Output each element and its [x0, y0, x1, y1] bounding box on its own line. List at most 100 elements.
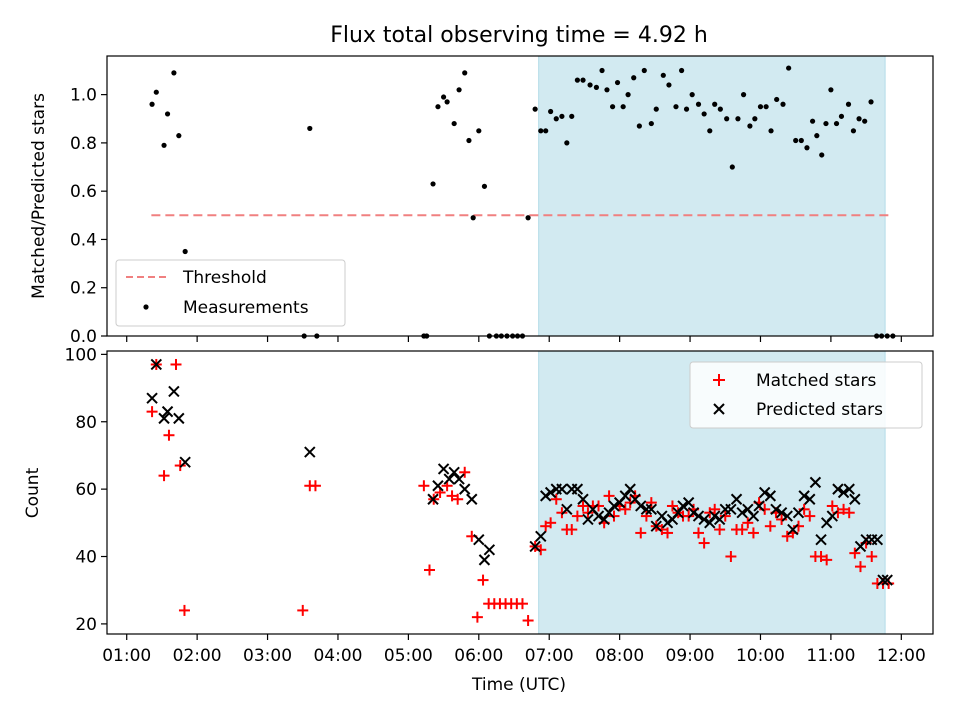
measurement-point: [476, 128, 482, 134]
predicted-stars-point: [571, 483, 584, 495]
matched-stars-point: [446, 490, 458, 502]
predicted-stars-point: [815, 533, 827, 546]
count-panel-frame: [106, 350, 934, 635]
ratio-y-tick-label: 0.2: [70, 279, 97, 299]
measurement-point: [757, 104, 764, 110]
predicted-stars-point: [871, 533, 884, 546]
predicted-stars-point: [753, 500, 765, 512]
count-y-axis-label: Count: [23, 467, 43, 518]
measurement-point: [833, 120, 840, 127]
ratio-y-tick-label: 0.4: [70, 230, 97, 250]
measurement-point: [543, 128, 549, 134]
measurement-point: [740, 92, 747, 98]
predicted-stars-point: [764, 490, 777, 502]
matched-stars-point: [662, 527, 674, 539]
measurement-point: [679, 67, 685, 74]
ratio-legend: Threshold Measurements: [115, 259, 346, 327]
x-tick-label: 10:00: [736, 646, 785, 666]
measurement-point: [440, 94, 447, 100]
count-y-tick-label: 80: [75, 413, 97, 433]
predicted-stars-point: [459, 483, 471, 495]
matched-stars-point: [424, 564, 436, 576]
ratio-panel-frame: [106, 55, 934, 337]
matched-stars-point: [556, 507, 568, 519]
predicted-stars-point: [713, 513, 726, 526]
predicted-stars-point: [158, 412, 170, 425]
predicted-stars-point: [150, 358, 162, 371]
ratio-y-tick-label: 0.8: [70, 134, 97, 154]
measurement-point: [819, 152, 825, 158]
measurement-point: [768, 128, 774, 134]
measurement-point: [660, 72, 666, 78]
predicted-stars-point: [775, 507, 788, 519]
predicted-stars-point: [624, 483, 636, 495]
matched-stars-point: [866, 551, 878, 563]
predicted-stars-point: [781, 510, 793, 522]
predicted-stars-point: [877, 574, 889, 586]
measurement-point: [593, 84, 600, 90]
matched-stars-point: [736, 524, 748, 536]
measurement-point: [307, 125, 313, 132]
predicted-stars-point: [704, 517, 716, 529]
measurement-point: [451, 120, 457, 127]
measurement-point: [580, 77, 586, 83]
matched-stars-point: [826, 500, 838, 512]
measurement-point: [161, 142, 167, 148]
measurement-point: [695, 101, 702, 107]
predicted-stars-point: [168, 385, 180, 398]
measurements-legend-label: Measurements: [183, 298, 309, 318]
measurement-point: [625, 92, 631, 98]
matched-stars-point: [693, 527, 705, 539]
measurement-point: [735, 116, 741, 122]
predicted-stars-point: [881, 574, 893, 586]
matched-stars-point: [582, 507, 594, 519]
matched-stars-point: [764, 520, 776, 532]
count-y-tick-label: 40: [75, 548, 97, 568]
measurement-point: [712, 101, 718, 107]
x-tick-label: 01:00: [102, 646, 151, 666]
threshold-legend-label: Threshold: [182, 268, 267, 288]
ratio-y-tick-label: 0.0: [70, 327, 97, 347]
predicted-stars-point: [787, 523, 799, 536]
measurement-point: [809, 118, 816, 124]
matched-stars-point: [608, 510, 620, 522]
measurement-point: [780, 101, 786, 107]
x-tick-label: 03:00: [243, 646, 292, 666]
predicted-stars-point: [770, 503, 782, 516]
predicted-stars-point: [535, 530, 547, 543]
matched-stars-point: [545, 517, 557, 529]
measurement-point: [435, 104, 441, 110]
measurement-point: [798, 137, 804, 144]
predicted-stars-point: [466, 493, 478, 505]
x-tick-label: 08:00: [595, 646, 644, 666]
matched-stars-point: [781, 530, 793, 542]
measurement-point: [828, 87, 834, 93]
predicted-stars-point: [798, 490, 810, 502]
measurements-legend-marker: [143, 304, 149, 310]
measurement-point: [604, 87, 610, 93]
measurement-point: [631, 75, 637, 81]
matched-stars-point: [170, 358, 182, 370]
measurement-point: [430, 181, 436, 187]
predicted-stars-point: [448, 466, 460, 478]
count-y-tick-label: 100: [65, 345, 97, 365]
predicted-stars-point: [682, 496, 695, 509]
measurement-point: [564, 140, 570, 146]
predicted-stars-point: [687, 507, 700, 519]
predicted-stars-point: [443, 473, 455, 485]
x-tick-label: 07:00: [525, 646, 574, 666]
measurement-point: [171, 70, 177, 76]
predicted-stars-point: [849, 493, 861, 505]
matched-stars-point: [698, 537, 710, 549]
matched-stars-point: [571, 510, 583, 522]
count-y-tick-label: 20: [75, 615, 97, 635]
matched-stars-point: [603, 490, 615, 502]
predicted-stars-point: [483, 544, 496, 556]
measurement-point: [164, 111, 171, 117]
measurement-point: [774, 96, 780, 103]
measurement-point: [707, 128, 713, 134]
predicted-stars-point: [561, 503, 573, 516]
predicted-stars-point: [804, 493, 816, 505]
measurement-point: [641, 67, 647, 74]
